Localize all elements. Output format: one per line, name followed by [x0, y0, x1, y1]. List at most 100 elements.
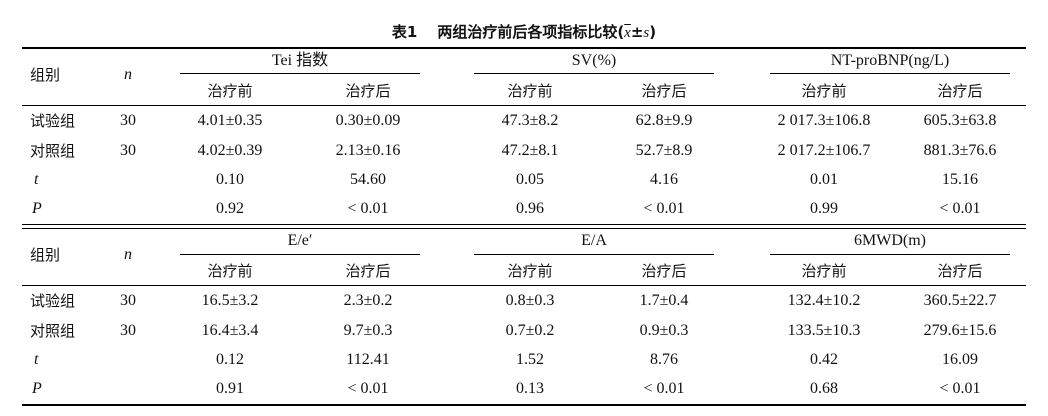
table-cell: 279.6±15.6	[923, 322, 997, 339]
top-rule	[22, 47, 1026, 49]
caption-close: )	[649, 23, 657, 41]
table-cell: 16.09	[942, 351, 978, 368]
table-cell: 0.12	[216, 351, 244, 368]
row-label: 对照组	[30, 142, 76, 160]
table-cell: 4.01±0.35	[197, 112, 263, 129]
table-cell: 132.4±10.2	[787, 292, 861, 309]
table-cell: 8.76	[650, 351, 678, 368]
metric-underline	[770, 254, 1010, 255]
row-n: 30	[120, 112, 136, 129]
row-label: t	[34, 351, 39, 368]
metric-underline	[180, 254, 420, 255]
table-cell: 0.91	[216, 380, 244, 397]
sub-header: 治疗后	[641, 82, 687, 100]
table-cell: 1.52	[516, 351, 544, 368]
section-rule	[22, 228, 1026, 229]
table-cell: 605.3±63.8	[923, 112, 997, 129]
row-n: 30	[120, 292, 136, 309]
table-cell: 0.10	[216, 171, 244, 188]
sub-header: 治疗前	[801, 262, 847, 280]
table-cell: 881.3±76.6	[923, 142, 997, 159]
table-cell: 9.7±0.3	[343, 322, 393, 339]
metric-header: NT-proBNP(ng/L)	[830, 52, 950, 69]
table-cell: 0.05	[516, 171, 544, 188]
table-cell: < 0.01	[347, 380, 389, 397]
table-cell: 0.30±0.09	[335, 112, 401, 129]
metric-header: SV(%)	[571, 52, 617, 69]
table-cell: 360.5±22.7	[923, 292, 997, 309]
table-caption: 表1 两组治疗前后各项指标比较(x±s)	[0, 20, 1048, 44]
sub-header: 治疗后	[937, 262, 983, 280]
sub-header: 治疗后	[641, 262, 687, 280]
table-cell: 47.2±8.1	[501, 142, 559, 159]
table-cell: 54.60	[350, 171, 386, 188]
table-cell: 0.13	[516, 380, 544, 397]
sub-header: 治疗后	[937, 82, 983, 100]
section-rule	[22, 224, 1026, 225]
metric-underline	[474, 254, 714, 255]
table-cell: 47.3±8.2	[501, 112, 559, 129]
table-cell: 4.16	[650, 171, 678, 188]
table-cell: 0.68	[810, 380, 838, 397]
caption-label: 表1	[391, 23, 418, 41]
row-n	[108, 374, 148, 404]
table-cell: 2.3±0.2	[343, 292, 393, 309]
metric-header: E/e′	[287, 232, 313, 249]
group-header: 组别	[30, 66, 61, 84]
table-cell: < 0.01	[347, 200, 389, 217]
sub-header: 治疗前	[507, 82, 553, 100]
row-label: P	[32, 380, 42, 397]
table-cell: < 0.01	[939, 380, 981, 397]
sub-header: 治疗后	[345, 262, 391, 280]
row-label: t	[34, 171, 39, 188]
row-label: 试验组	[30, 112, 76, 130]
row-label: 试验组	[30, 292, 76, 310]
sub-header: 治疗前	[801, 82, 847, 100]
table-cell: < 0.01	[643, 200, 685, 217]
table-cell: 133.5±10.3	[787, 322, 861, 339]
table-cell: 0.92	[216, 200, 244, 217]
metric-underline	[180, 73, 420, 74]
caption-pm-symbol: ±	[630, 23, 644, 41]
n-header: n	[124, 66, 132, 83]
sub-header: 治疗后	[345, 82, 391, 100]
metric-underline	[770, 73, 1010, 74]
sub-header: 治疗前	[507, 262, 553, 280]
sub-header: 治疗前	[207, 262, 253, 280]
metric-header: E/A	[581, 232, 607, 249]
header-rule	[22, 285, 1026, 286]
sub-header: 治疗前	[207, 82, 253, 100]
caption-mean-symbol: x	[624, 25, 631, 41]
table-cell: < 0.01	[643, 380, 685, 397]
table-cell: 16.5±3.2	[201, 292, 259, 309]
table-cell: 0.9±0.3	[639, 322, 689, 339]
row-label: P	[32, 200, 42, 217]
table-cell: < 0.01	[939, 200, 981, 217]
caption-title: 两组治疗前后各项指标比较(	[437, 23, 625, 41]
table-cell: 4.02±0.39	[197, 142, 263, 159]
table-cell: 112.41	[346, 351, 390, 368]
table-cell: 15.16	[942, 171, 978, 188]
table-cell: 0.7±0.2	[505, 322, 555, 339]
bottom-rule	[22, 404, 1026, 406]
table-cell: 16.4±3.4	[201, 322, 259, 339]
table-cell: 0.99	[810, 200, 838, 217]
table-cell: 1.7±0.4	[639, 292, 689, 309]
table-cell: 62.8±9.9	[635, 112, 693, 129]
metric-header: Tei 指数	[271, 52, 329, 69]
table-cell: 52.7±8.9	[635, 142, 693, 159]
metric-underline	[474, 73, 714, 74]
row-n	[108, 345, 148, 375]
table-cell: 0.01	[810, 171, 838, 188]
row-n: 30	[120, 142, 136, 159]
table-cell: 2.13±0.16	[335, 142, 401, 159]
group-header: 组别	[30, 246, 61, 264]
table-cell: 0.96	[516, 200, 544, 217]
row-n	[108, 194, 148, 224]
row-n: 30	[120, 322, 136, 339]
caption-sd-symbol: s	[643, 25, 650, 41]
table-cell: 0.42	[810, 351, 838, 368]
table-cell: 2 017.2±106.7	[777, 142, 871, 159]
table-cell: 2 017.3±106.8	[777, 112, 871, 129]
